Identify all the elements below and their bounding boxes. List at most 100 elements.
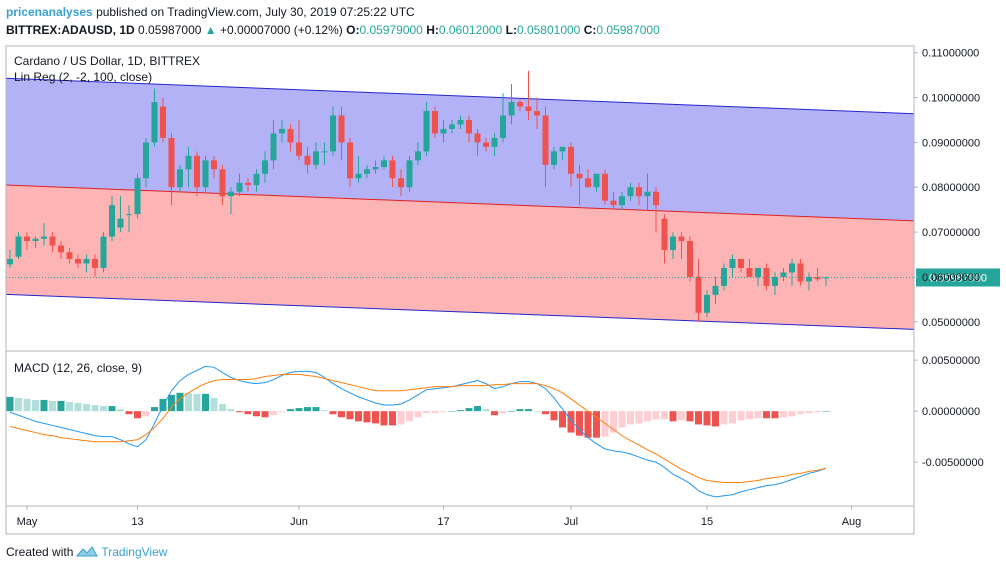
macd-histogram-bar <box>338 411 345 418</box>
macd-histogram-bar <box>270 411 277 416</box>
candle-body <box>168 137 175 188</box>
macd-histogram-bar <box>610 411 617 433</box>
macd-histogram-bar <box>142 411 150 417</box>
candle-body <box>491 137 498 147</box>
macd-histogram-bar <box>321 410 328 412</box>
price-pane[interactable] <box>5 70 915 330</box>
candle-body <box>313 151 319 165</box>
candle-body <box>270 133 277 161</box>
candle-body <box>7 258 13 265</box>
candle-body <box>695 276 702 313</box>
macd-histogram-bar <box>168 394 175 412</box>
macd-histogram-bar <box>244 411 252 415</box>
macd-histogram-bar <box>15 397 22 412</box>
macd-histogram-bar <box>431 411 439 414</box>
candle-body <box>823 277 829 279</box>
macd-histogram-bar <box>703 411 711 426</box>
macd-histogram-bar <box>32 399 39 412</box>
macd-histogram-bar <box>397 411 405 425</box>
candle-body <box>134 178 141 215</box>
macd-histogram-bar <box>550 411 558 421</box>
macd-histogram-bar <box>542 411 549 415</box>
candle-body <box>483 142 489 147</box>
candle-body <box>721 267 727 286</box>
candle-body <box>585 178 591 188</box>
candle-body <box>406 160 413 188</box>
macd-histogram-bar <box>559 411 566 428</box>
macd-histogram-bar <box>491 411 498 416</box>
macd-indicator-label[interactable]: MACD (12, 26, close, 9) <box>14 361 142 375</box>
macd-tick-label: 0.00500000 <box>922 355 980 367</box>
candle-body <box>245 182 251 185</box>
candle-body <box>474 133 481 143</box>
candle-body <box>653 191 659 206</box>
macd-histogram-bar <box>457 410 464 412</box>
candle-body <box>338 115 345 143</box>
macd-histogram-bar <box>176 392 184 412</box>
macd-histogram-bar <box>788 411 796 417</box>
last-price-tag-label: 0.05987000 <box>929 272 987 284</box>
macd-histogram-bar <box>210 397 218 412</box>
macd-histogram-bar <box>227 409 235 412</box>
macd-histogram-bar <box>584 411 592 438</box>
channel-upper-line <box>5 77 915 115</box>
macd-histogram-bar <box>108 406 116 412</box>
tradingview-brand[interactable]: TradingView <box>101 545 168 559</box>
candle-body <box>687 241 693 277</box>
macd-histogram-bar <box>304 407 311 412</box>
macd-histogram-bar <box>100 406 107 412</box>
candle-body <box>287 128 294 143</box>
macd-histogram-bar <box>406 411 413 422</box>
macd-histogram-bar <box>423 411 430 414</box>
candle-body <box>49 236 56 246</box>
candle-body <box>219 169 226 197</box>
candle-body <box>670 236 676 251</box>
candle-body <box>126 214 132 216</box>
candle-body <box>109 205 115 237</box>
author-link[interactable]: pricenanalyses <box>6 5 93 19</box>
macd-histogram-bar <box>372 411 379 424</box>
price-change: +0.00007000 (+0.12%) <box>220 23 343 37</box>
macd-histogram-bar <box>57 400 65 412</box>
macd-pane[interactable] <box>6 365 830 498</box>
candle-body <box>508 102 515 116</box>
open-label: O: <box>346 23 360 37</box>
candle-body <box>542 115 549 165</box>
candle-body <box>160 106 166 138</box>
signal-line <box>9 373 827 484</box>
macd-histogram-bar <box>516 409 524 412</box>
candle-body <box>517 102 523 107</box>
created-with-text: Created with <box>6 545 74 559</box>
candle-body <box>602 173 608 201</box>
candle-body <box>704 294 710 313</box>
linreg-indicator-label[interactable]: Lin Reg (2, -2, 100, close) <box>14 70 152 84</box>
chart-title: Cardano / US Dollar, 1D, BITTREX <box>14 54 200 68</box>
candle-body <box>355 173 362 179</box>
macd-tick-label: -0.00500000 <box>922 457 984 469</box>
candle-body <box>755 267 761 277</box>
macd-histogram-bar <box>737 411 745 421</box>
footer: Created with TradingView <box>6 545 167 559</box>
candle-body <box>712 285 719 295</box>
candle-body <box>440 128 447 134</box>
candle-body <box>627 187 634 197</box>
candle-body <box>466 119 472 134</box>
candle-body <box>321 151 328 153</box>
candle-body <box>83 258 90 264</box>
price-chart[interactable]: 0.05987000 0.11000000 0.10000000 0.09000000… <box>0 0 1006 540</box>
chart-axes: 0.05987000 0.11000000 0.10000000 0.09000000… <box>5 45 1000 535</box>
macd-histogram-bar <box>763 411 770 419</box>
price-tick-label: 0.07000000 <box>922 227 980 239</box>
candle-body <box>398 178 404 188</box>
last-price: 0.05987000 <box>138 23 202 37</box>
close-value: 0.05987000 <box>596 23 660 37</box>
candle-body <box>75 258 81 264</box>
chart-header: pricenanalyses published on TradingView.… <box>0 0 1006 46</box>
candle-body <box>185 155 192 170</box>
candle-body <box>211 160 217 170</box>
macd-histogram-bar <box>261 411 269 418</box>
candle-body <box>143 142 149 179</box>
macd-histogram-bar <box>253 411 260 417</box>
ohlc-line: BITTREX:ADAUSD, 1D 0.05987000 ▲ +0.00007… <box>6 23 660 37</box>
candle-body <box>347 142 353 179</box>
